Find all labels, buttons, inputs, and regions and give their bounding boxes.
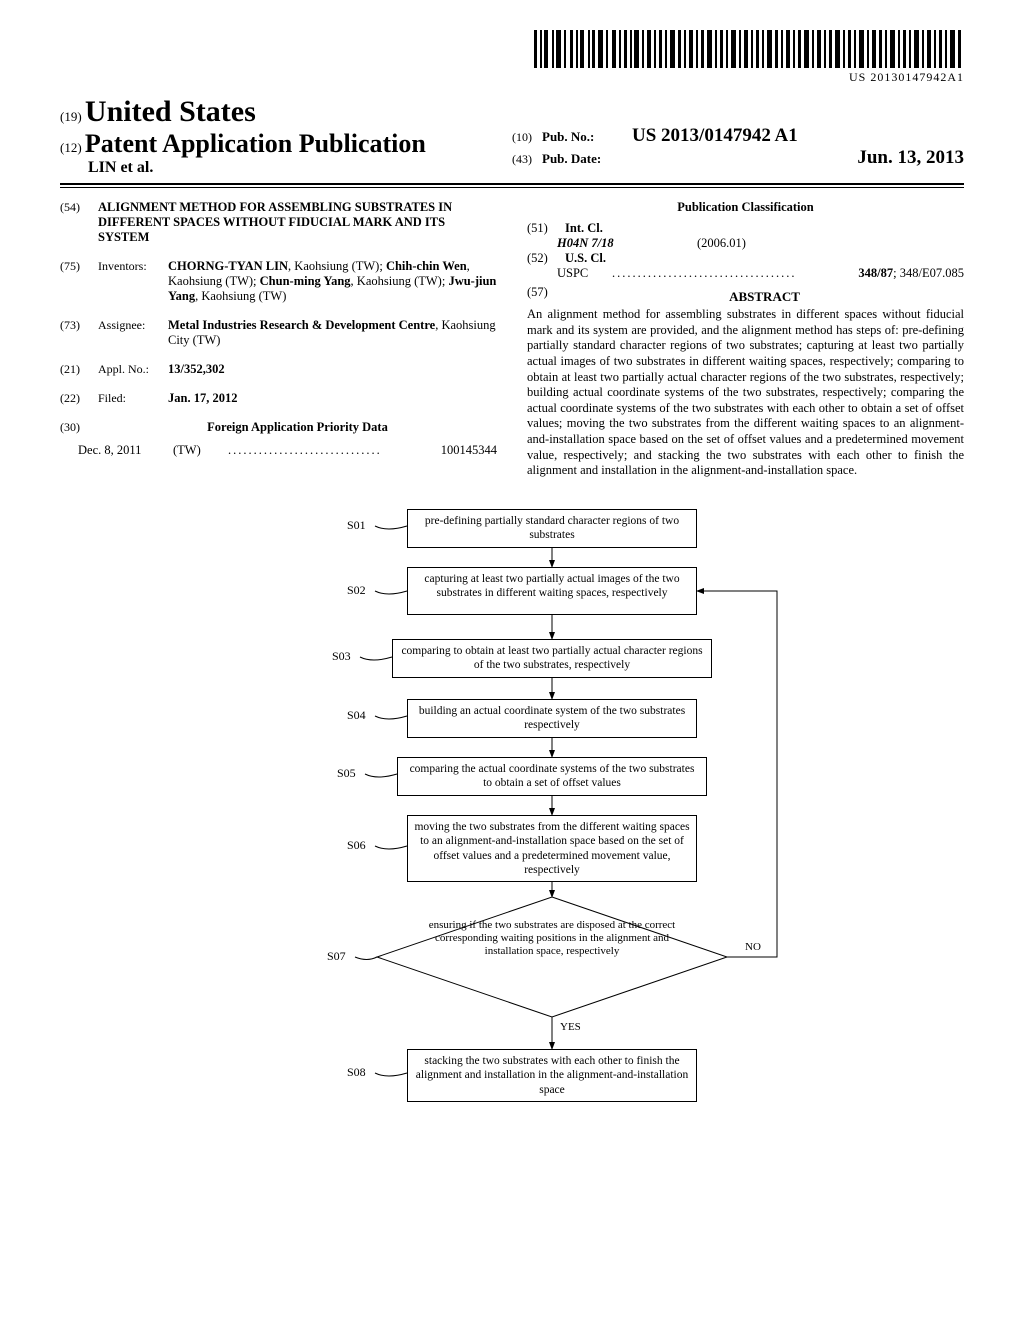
code-22: (22)	[60, 391, 98, 406]
flowchart-step: stacking the two substrates with each ot…	[407, 1049, 697, 1102]
flowchart: pre-defining partially standard characte…	[192, 509, 832, 1189]
applno-label: Appl. No.:	[98, 362, 168, 377]
assignee-label: Assignee:	[98, 318, 168, 348]
assignee-body: Metal Industries Research & Development …	[168, 318, 497, 348]
barcode-text: US 20130147942A1	[534, 70, 964, 85]
body-columns: (54) ALIGNMENT METHOD FOR ASSEMBLING SUB…	[60, 200, 964, 479]
intcl-year: (2006.01)	[697, 236, 746, 251]
priority-date: Dec. 8, 2011	[60, 443, 173, 458]
priority-title: Foreign Application Priority Data	[98, 420, 497, 435]
flowchart-step: capturing at least two partially actual …	[407, 567, 697, 615]
priority-dots: ..............................	[228, 443, 441, 458]
code-54: (54)	[60, 200, 98, 245]
uspc-dots: ....................................	[612, 266, 858, 281]
abstract-title: ABSTRACT	[565, 289, 964, 305]
uscl-label: U.S. Cl.	[565, 251, 606, 266]
barcode-area: US 20130147942A1	[60, 30, 964, 85]
priority-country: (TW)	[173, 443, 228, 458]
code-12: (12)	[60, 140, 82, 155]
flowchart-step-label: S08	[347, 1065, 366, 1080]
flowchart-step-label: S03	[332, 649, 351, 664]
abstract-text: An alignment method for assembling subst…	[527, 307, 964, 479]
flowchart-step-label: S05	[337, 766, 356, 781]
code-10: (10)	[512, 130, 542, 145]
patent-page: US 20130147942A1 (19) United States (12)…	[0, 0, 1024, 1209]
flowchart-no-label: NO	[745, 941, 761, 953]
pub-no-label: Pub. No.:	[542, 129, 632, 145]
flowchart-step: pre-defining partially standard characte…	[407, 509, 697, 548]
code-51: (51)	[527, 221, 565, 236]
uspc-values: 348/87; 348/E07.085	[858, 266, 964, 281]
right-column: Publication Classification (51) Int. Cl.…	[527, 200, 964, 479]
barcode: US 20130147942A1	[534, 30, 964, 85]
flowchart-step-label: S04	[347, 708, 366, 723]
code-52: (52)	[527, 251, 565, 266]
divider-thin	[60, 187, 964, 188]
priority-row: Dec. 8, 2011 (TW) ......................…	[60, 443, 497, 458]
priority-number: 100145344	[441, 443, 497, 458]
pub-date: Jun. 13, 2013	[857, 147, 964, 169]
intcl-code: H04N 7/18	[557, 236, 697, 251]
flowchart-step: comparing the actual coordinate systems …	[397, 757, 707, 796]
flowchart-step: comparing to obtain at least two partial…	[392, 639, 712, 678]
uspc-label: USPC	[527, 266, 612, 281]
flowchart-decision-label: S07	[327, 949, 346, 964]
flowchart-decision-text: ensuring if the two substrates are dispo…	[417, 919, 687, 959]
applno-body: 13/352,302	[168, 362, 497, 377]
code-30: (30)	[60, 420, 98, 435]
intcl-row: H04N 7/18 (2006.01)	[527, 236, 964, 251]
flowchart-step-label: S02	[347, 583, 366, 598]
pub-no: US 2013/0147942 A1	[632, 125, 798, 147]
flowchart-yes-label: YES	[560, 1021, 581, 1033]
uspc-row: USPC ...................................…	[527, 266, 964, 281]
filed-body: Jan. 17, 2012	[168, 391, 497, 406]
inventors-body: CHORNG-TYAN LIN, Kaohsiung (TW); Chih-ch…	[168, 259, 497, 304]
flowchart-step: building an actual coordinate system of …	[407, 699, 697, 738]
code-43: (43)	[512, 152, 542, 167]
left-column: (54) ALIGNMENT METHOD FOR ASSEMBLING SUB…	[60, 200, 497, 479]
code-57: (57)	[527, 285, 565, 307]
filed-label: Filed:	[98, 391, 168, 406]
invention-title: ALIGNMENT METHOD FOR ASSEMBLING SUBSTRAT…	[98, 200, 497, 245]
country-title: United States	[85, 95, 256, 128]
code-21: (21)	[60, 362, 98, 377]
publication-type: Patent Application Publication	[85, 129, 426, 158]
barcode-svg	[534, 30, 964, 68]
code-19: (19)	[60, 109, 82, 124]
intcl-label: Int. Cl.	[565, 221, 603, 236]
header: (19) United States (12) Patent Applicati…	[60, 95, 964, 177]
classification-title: Publication Classification	[527, 200, 964, 215]
flowchart-step-label: S01	[347, 518, 366, 533]
divider-thick	[60, 183, 964, 185]
flowchart-step: moving the two substrates from the diffe…	[407, 815, 697, 883]
authors: LIN et al.	[60, 159, 512, 177]
inventors-label: Inventors:	[98, 259, 168, 304]
flowchart-step-label: S06	[347, 838, 366, 853]
code-75: (75)	[60, 259, 98, 304]
pub-date-label: Pub. Date:	[542, 151, 632, 167]
code-73: (73)	[60, 318, 98, 348]
